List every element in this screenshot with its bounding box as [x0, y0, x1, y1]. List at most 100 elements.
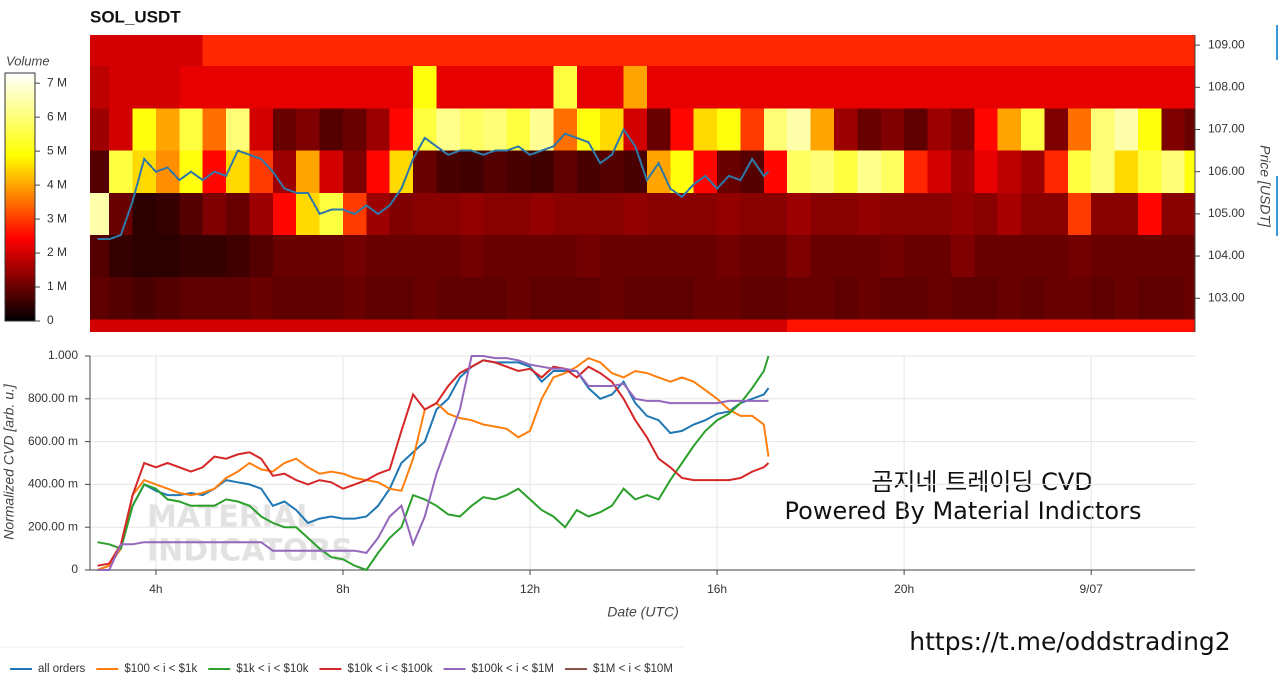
heatmap-cell [857, 277, 882, 320]
heatmap-cell [857, 150, 882, 193]
heatmap-cell [459, 108, 484, 151]
heatmap-cell [319, 150, 344, 193]
heatmap-cell [880, 108, 905, 151]
heatmap-cell [506, 277, 531, 320]
heatmap-cell [296, 319, 321, 332]
heatmap-cell [1067, 319, 1092, 332]
heatmap-cell [646, 319, 671, 332]
heatmap-cell [226, 277, 250, 320]
legend-label: $100 < i < $1k [124, 663, 197, 675]
heatmap-cell [155, 35, 180, 67]
heatmap-cell [1091, 66, 1116, 109]
heatmap-cell [342, 35, 367, 67]
heatmap-cell [90, 66, 110, 109]
heatmap-cell [904, 35, 929, 67]
heatmap-cell [763, 108, 788, 151]
heatmap-cell [670, 66, 695, 109]
heatmap-cell [740, 277, 765, 320]
legend-label: $1M < i < $10M [593, 663, 673, 675]
heatmap-cell [1021, 234, 1045, 278]
heatmap-cell [950, 108, 975, 151]
heatmap-cell [1067, 150, 1092, 193]
heatmap-cell [646, 277, 671, 320]
heatmap-cell [670, 234, 695, 278]
heatmap-cell [436, 35, 461, 67]
heatmap-cell [1161, 108, 1186, 151]
heatmap-cell [366, 108, 391, 151]
heatmap-cell [1114, 277, 1139, 320]
heatmap-cell [530, 108, 554, 151]
heatmap-cell [389, 277, 414, 320]
heatmap-cell [109, 108, 134, 151]
heatmap-cell [997, 319, 1022, 332]
heatmap-cell [226, 192, 250, 235]
heatmap-cell [366, 35, 391, 67]
heatmap-cell [483, 35, 508, 67]
heatmap-cell [530, 35, 554, 67]
heatmap-cell [670, 35, 695, 67]
heatmap-cell [787, 150, 812, 193]
heatmap-cell [974, 319, 999, 332]
x-tick-label: 12h [520, 582, 540, 596]
heatmap-cell [155, 319, 180, 332]
heatmap-cell [319, 192, 344, 235]
heatmap-cell [553, 66, 578, 109]
heatmap-cell [1184, 319, 1195, 332]
heatmap-cell [787, 234, 812, 278]
heatmap-cell [623, 234, 648, 278]
heatmap-cell [179, 108, 204, 151]
heatmap-cell [109, 192, 134, 235]
heatmap-cell [202, 319, 227, 332]
heatmap-cell [1184, 234, 1195, 278]
heatmap-cell [202, 66, 227, 109]
heatmap-cell [740, 66, 765, 109]
heatmap-cell [740, 319, 765, 332]
heatmap-cell [740, 35, 765, 67]
colorbar [4, 72, 36, 322]
heatmap-cell [997, 277, 1022, 320]
heatmap-cell [623, 277, 648, 320]
heatmap-cell [342, 108, 367, 151]
heatmap-cell [950, 150, 975, 193]
heatmap-cell [646, 192, 671, 235]
heatmap-cell [413, 66, 438, 109]
heatmap-cell [249, 66, 274, 109]
heatmap-cell [436, 108, 461, 151]
heatmap-cell [787, 277, 812, 320]
heatmap-cell [693, 108, 718, 151]
heatmap-cell [1114, 35, 1139, 67]
heatmap-cell [1161, 66, 1186, 109]
heatmap-cell [506, 319, 531, 332]
heatmap-cell [459, 66, 484, 109]
heatmap-cell [763, 150, 788, 193]
legend-label: $100k < i < $1M [472, 663, 554, 675]
heatmap-cell [974, 35, 999, 67]
heatmap-cell [1021, 35, 1045, 67]
heatmap-cell [132, 319, 157, 332]
heatmap-cell [717, 66, 741, 109]
heatmap-cell [1044, 150, 1069, 193]
heatmap-cell [506, 234, 531, 278]
heatmap-cell [717, 150, 741, 193]
heatmap-cell [1067, 277, 1092, 320]
heatmap-cell [1091, 277, 1116, 320]
heatmap-cell [530, 150, 554, 193]
heatmap-cell [483, 66, 508, 109]
heatmap-cell [763, 319, 788, 332]
heatmap-cell [787, 35, 812, 67]
heatmap-cell [109, 277, 134, 320]
heatmap-cell [693, 277, 718, 320]
heatmap-cell [857, 192, 882, 235]
heatmap-cell [413, 319, 438, 332]
annotation-title: 곰지네 트레이딩 CVD [871, 468, 1092, 496]
heatmap-cell [436, 66, 461, 109]
heatmap-cell [833, 108, 858, 151]
heatmap-cell [927, 192, 952, 235]
heatmap-cell [763, 66, 788, 109]
y-tick-label: 1.000 [48, 348, 78, 362]
colorbar-tick-label: 5 M [47, 143, 67, 157]
heatmap-cell [623, 319, 648, 332]
heatmap-cell [342, 66, 367, 109]
link[interactable]: https://t.me/oddstrading2 [909, 627, 1230, 656]
heatmap-cell [226, 150, 250, 193]
